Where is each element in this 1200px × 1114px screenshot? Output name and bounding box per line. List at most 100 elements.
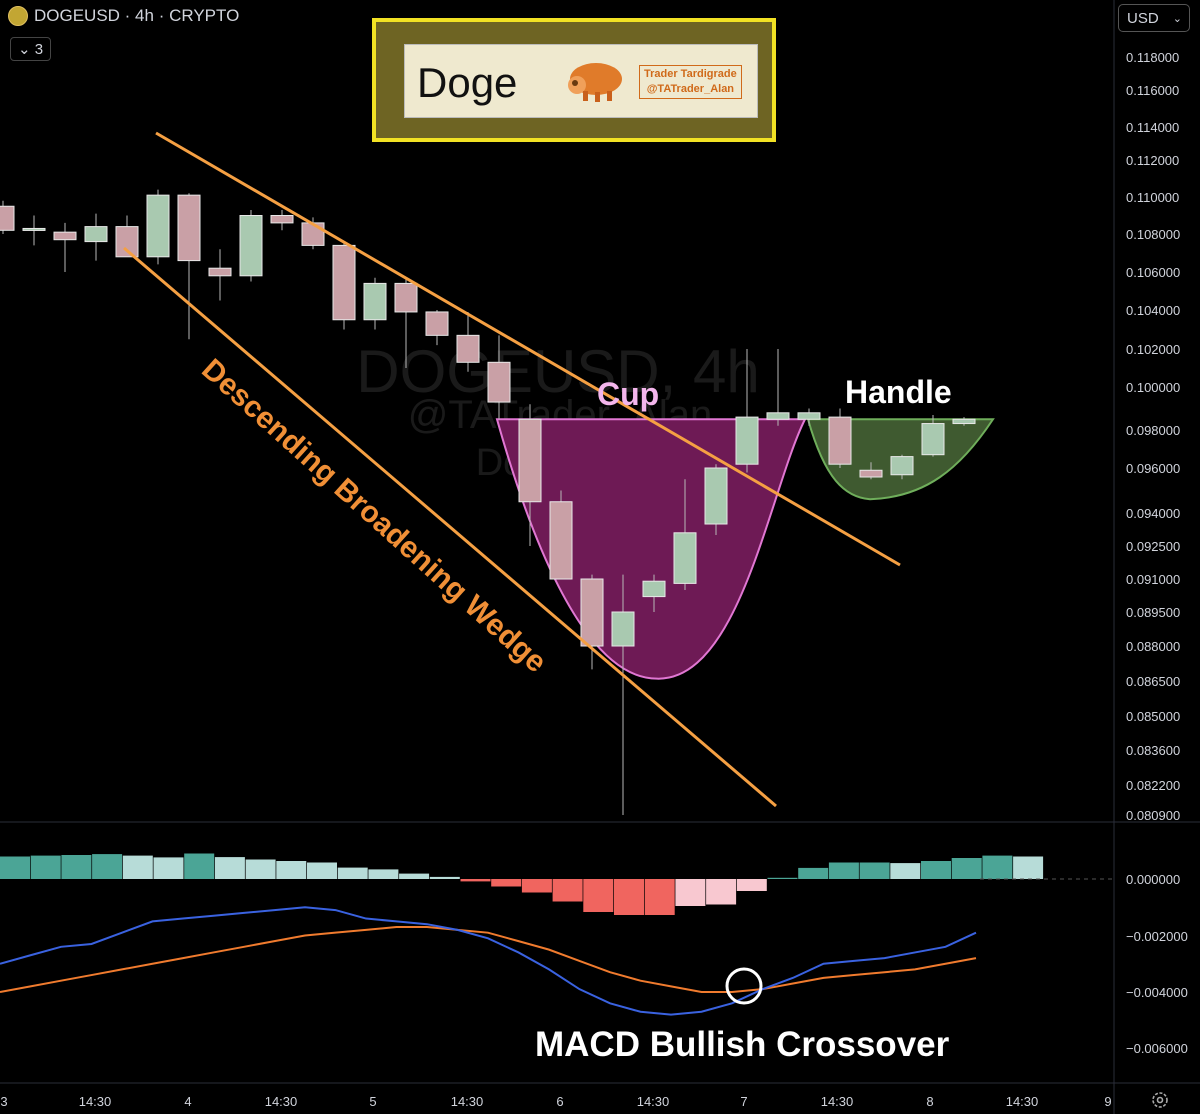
currency-value: USD: [1127, 10, 1159, 27]
macd-hist-bar: [460, 879, 491, 882]
candle-body: [766, 412, 790, 420]
tardigrade-icon: [568, 63, 622, 102]
macd-hist-bar: [0, 856, 30, 879]
price-tick: 0.102000: [1126, 342, 1180, 357]
symbol-line: DOGEUSD · 4h · CRYPTO: [34, 6, 240, 25]
candles: [0, 189, 976, 815]
dogecoin-icon: [8, 6, 28, 26]
candle-body: [332, 244, 356, 321]
time-tick: 14:30: [79, 1094, 112, 1109]
macd-axis[interactable]: 0.000000 −0.002000 −0.004000 −0.006000: [1126, 872, 1188, 1056]
macd-tick: 0.000000: [1126, 872, 1180, 887]
candle-body: [487, 361, 511, 403]
candle-body: [642, 580, 666, 598]
price-axis[interactable]: 0.118000 0.116000 0.114000 0.112000 0.110000…: [1126, 50, 1180, 823]
time-tick: 4: [184, 1094, 191, 1109]
candle-body: [425, 311, 449, 336]
price-tick: 0.082200: [1126, 778, 1180, 793]
price-tick: 0.086500: [1126, 674, 1180, 689]
macd-hist-bar: [951, 858, 982, 879]
currency-select[interactable]: USD ⌄: [1118, 4, 1190, 32]
macd-hist-bar: [122, 855, 153, 879]
macd-tick: −0.006000: [1126, 1041, 1188, 1056]
macd-hist-bar: [798, 867, 829, 879]
gear-icon[interactable]: [1150, 1090, 1170, 1110]
candle-body: [270, 215, 294, 224]
watermark-symbol: DOGEUSD, 4h: [356, 338, 759, 405]
macd-hist-bar: [30, 855, 61, 879]
chevron-down-icon: ⌄: [1172, 13, 1182, 25]
price-tick: 0.096000: [1126, 461, 1180, 476]
time-tick: 3: [0, 1094, 7, 1109]
time-axis[interactable]: 3 14:30 4 14:30 5 14:30 6 14:30 7 14:30 8 14:30 9: [0, 1094, 1111, 1109]
price-tick: 0.106000: [1126, 265, 1180, 280]
price-tick: 0.092500: [1126, 539, 1180, 554]
candle-body: [53, 231, 77, 241]
candle-body: [673, 532, 697, 584]
time-tick: 14:30: [265, 1094, 298, 1109]
candle-body: [921, 423, 945, 456]
candle-body: [859, 469, 883, 478]
price-tick: 0.116000: [1126, 83, 1179, 98]
signal-line: [0, 926, 977, 993]
crossover-circle: [725, 967, 763, 1005]
macd-hist-bar: [859, 862, 890, 879]
candle-body: [549, 501, 573, 580]
time-tick: 5: [369, 1094, 376, 1109]
macd-hist-bar: [614, 879, 644, 915]
time-tick: 14:30: [451, 1094, 484, 1109]
macd-hist-bar: [767, 877, 798, 879]
macd-hist-bar: [429, 876, 460, 879]
logo-panel: Doge Trader Tardigrade @TATrader_Alan: [404, 44, 758, 118]
symbol-header[interactable]: DOGEUSD · 4h · CRYPTO: [8, 6, 239, 26]
macd-hist-bar: [552, 879, 583, 902]
price-tick: 0.118000: [1126, 50, 1179, 65]
interval-count: 3: [34, 41, 44, 58]
macd-hist-bar: [399, 873, 430, 879]
time-tick: 14:30: [821, 1094, 854, 1109]
price-tick: 0.080900: [1126, 808, 1180, 823]
macd-crossover-label: MACD Bullish Crossover: [535, 1025, 950, 1064]
macd-lines: [0, 906, 977, 1016]
macd-hist-bar: [982, 855, 1013, 879]
wedge-upper-line: [155, 131, 901, 567]
macd-hist-bar: [736, 879, 767, 891]
macd-hist-bar: [184, 853, 215, 879]
time-tick: 14:30: [637, 1094, 670, 1109]
logo-banner: Doge Trader Tardigrade @TATrader_Alan: [372, 18, 776, 142]
time-tick: 14:30: [1006, 1094, 1039, 1109]
price-tick: 0.108000: [1126, 227, 1180, 242]
macd-hist-bar: [368, 869, 399, 879]
price-tick: 0.085000: [1126, 709, 1180, 724]
macd-tick: −0.004000: [1126, 985, 1188, 1000]
candle-body: [797, 412, 821, 420]
interval-badge[interactable]: ⌄ 3: [10, 37, 52, 61]
chevron-down-icon: ⌄: [18, 41, 31, 58]
candle-body: [704, 467, 728, 525]
price-tick: 0.098000: [1126, 423, 1180, 438]
candle-body: [146, 194, 170, 258]
candle-body: [611, 611, 635, 647]
macd-hist-bar: [245, 859, 276, 879]
price-tick: 0.091000: [1126, 572, 1180, 587]
candle-body: [952, 418, 976, 425]
cup-label: Cup: [597, 376, 659, 412]
macd-hist-bar: [521, 879, 552, 893]
time-tick: 9: [1104, 1094, 1111, 1109]
logo-tag-line2: @TATrader_Alan: [646, 83, 735, 95]
candle-body: [301, 222, 325, 246]
wedge-lines: [123, 131, 901, 808]
candle-body: [22, 227, 46, 231]
macd-hist-bar: [92, 854, 123, 879]
macd-hist-bar: [921, 861, 951, 879]
logo-tag-line1: Trader Tardigrade: [644, 68, 737, 80]
watermark: DOGEUSD, 4h @TATrader_Alan Dogecoin: [356, 338, 759, 484]
candle-body: [363, 282, 387, 321]
price-tick: 0.110000: [1126, 190, 1179, 205]
macd-hist-bar: [644, 879, 675, 915]
candle-body: [580, 578, 604, 647]
price-tick: 0.088000: [1126, 639, 1180, 654]
macd-hist-bar: [214, 857, 245, 879]
